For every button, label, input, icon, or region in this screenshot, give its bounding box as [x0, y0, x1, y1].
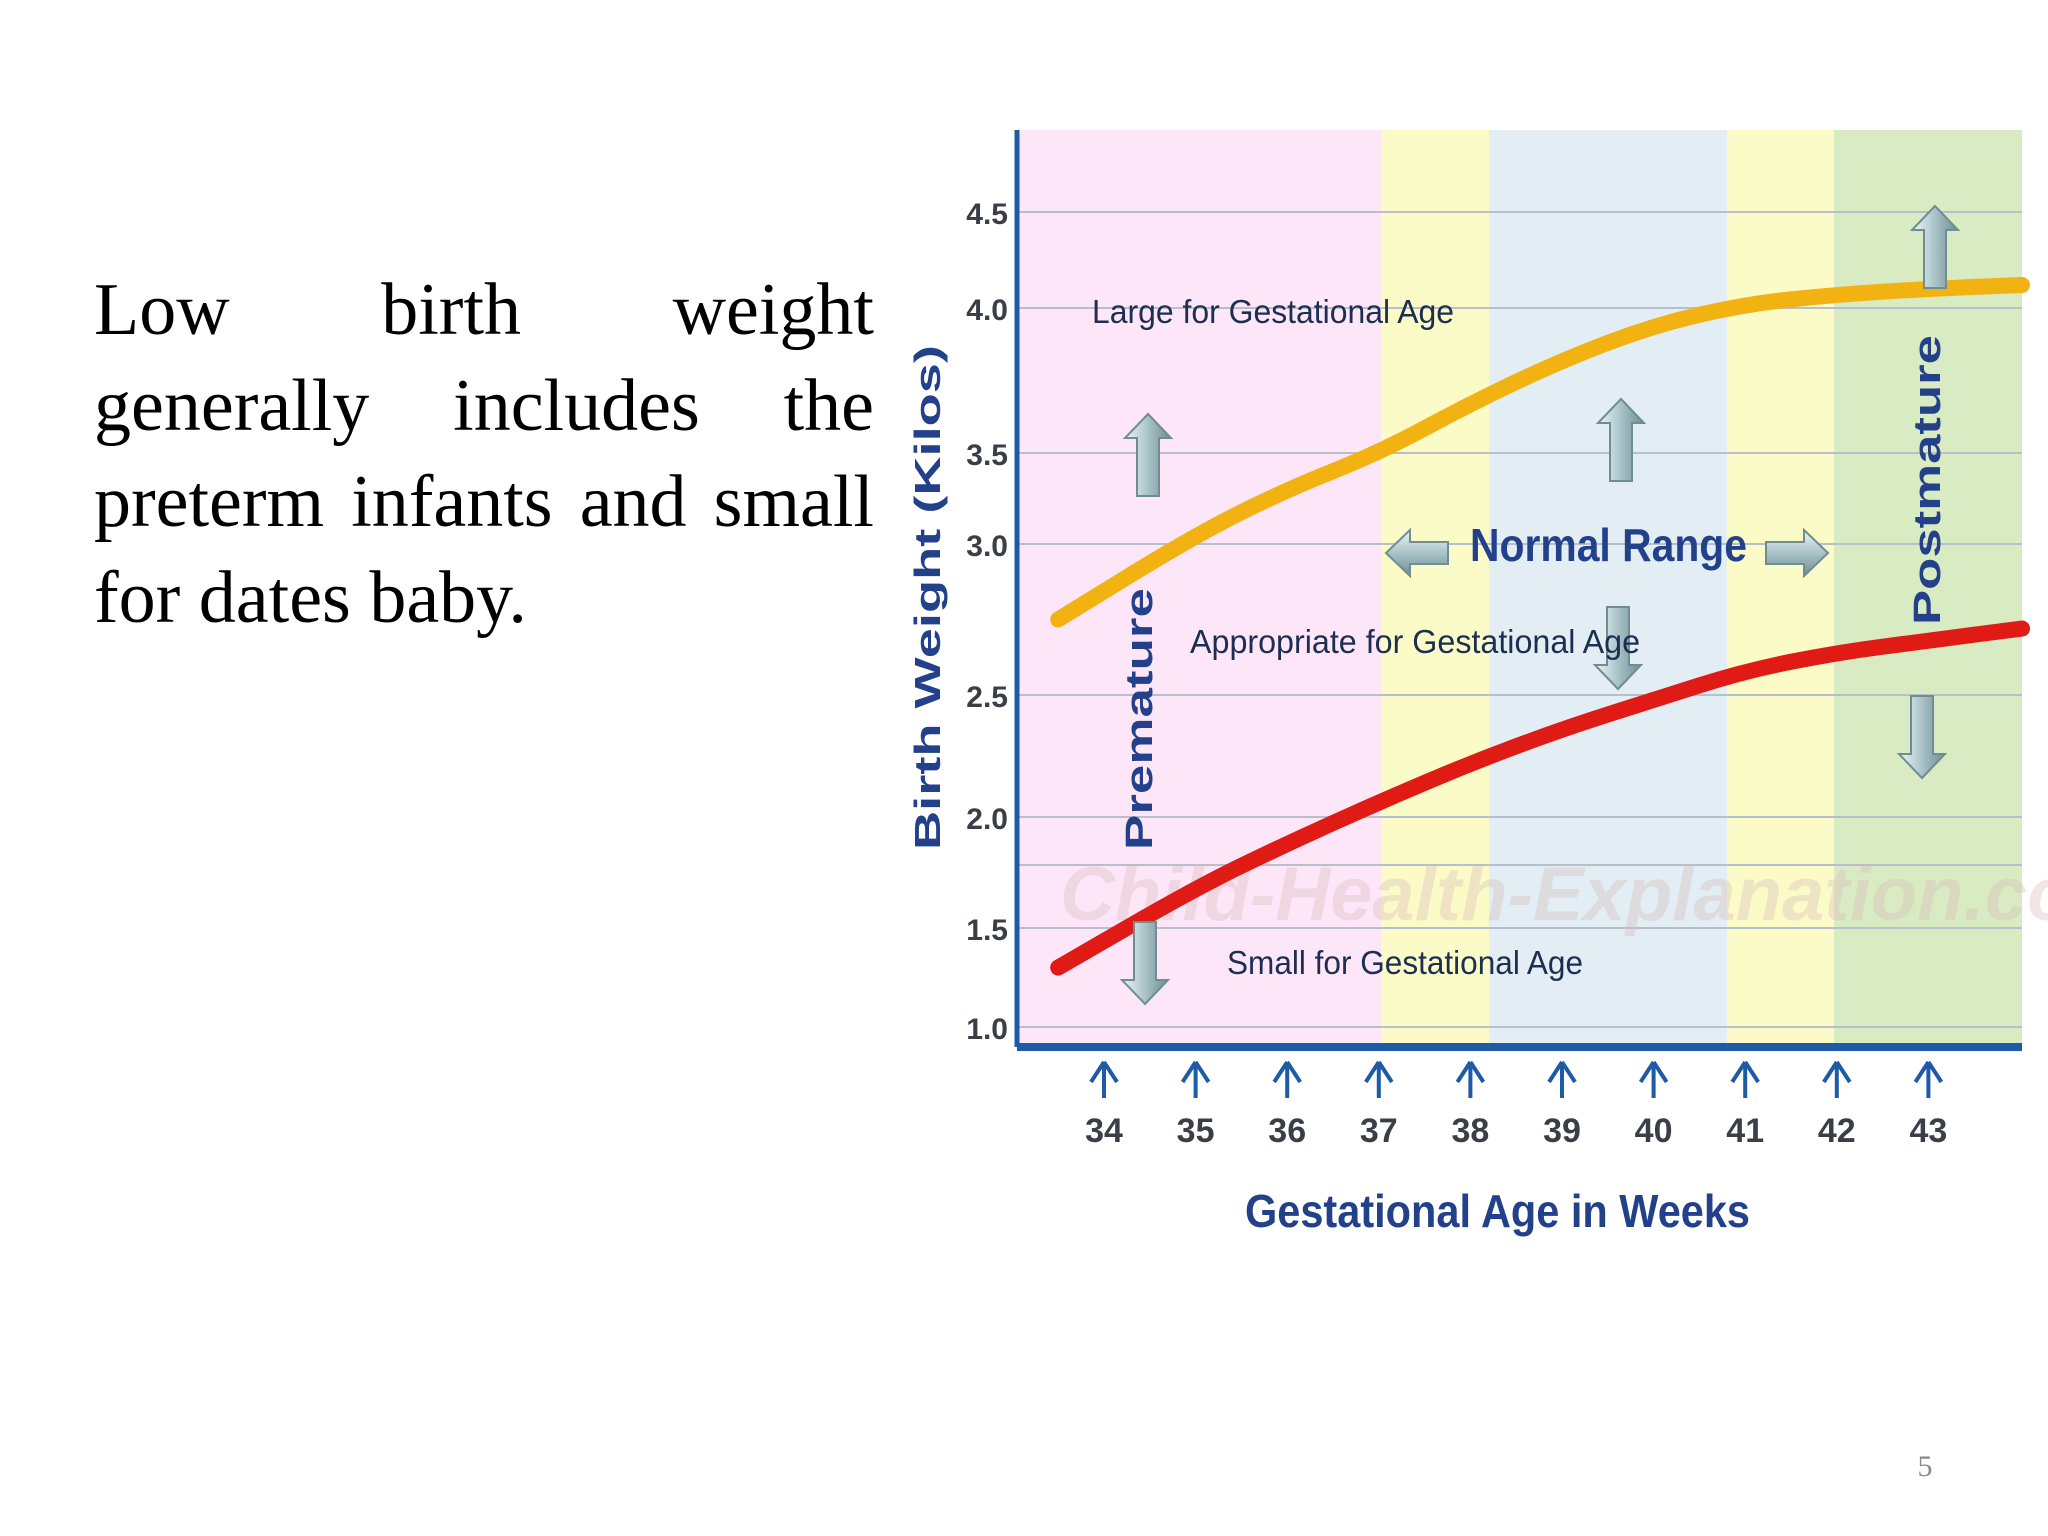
x-tick-arrow	[1638, 1060, 1669, 1098]
x-tick-label: 37	[1360, 1112, 1398, 1150]
y-tick-label: 1.0	[966, 1013, 1008, 1046]
aga-label: Appropriate for Gestational Age	[1190, 623, 1640, 660]
x-tick-arrow	[1455, 1060, 1486, 1098]
normal-range-label: Normal Range	[1470, 519, 1747, 571]
y-axis-label: Birth Weight (Kilos)	[907, 345, 948, 850]
watermark-text: Child-Health-Explanation.com	[1060, 852, 2048, 937]
postmature-label: Postmature	[1907, 335, 1949, 625]
slide-body-text: Low birth weight generally includes the …	[94, 269, 874, 639]
premature-label: Premature	[1119, 588, 1161, 850]
normal-down-arrow-icon	[1592, 606, 1644, 691]
sga-label: Small for Gestational Age	[1227, 944, 1583, 981]
x-axis-label: Gestational Age in Weeks	[1245, 1185, 1750, 1237]
y-tick-label: 1.5	[966, 914, 1008, 947]
x-tick-label: 42	[1818, 1112, 1856, 1150]
y-tick-label: 4.5	[966, 198, 1008, 231]
x-tick-arrow	[1180, 1060, 1211, 1098]
x-tick-label: 36	[1268, 1112, 1306, 1150]
x-tick-arrow	[1364, 1060, 1394, 1098]
postmature-up-arrow-icon	[1909, 204, 1961, 289]
sga-boundary-line	[1050, 620, 2030, 976]
x-tick-label: 38	[1451, 1112, 1489, 1150]
zone-transition-late	[1727, 130, 1834, 1047]
x-tick-label: 39	[1543, 1112, 1581, 1150]
x-tick-label: 34	[1085, 1112, 1123, 1150]
y-tick-label: 4.0	[966, 294, 1008, 327]
zone-normal	[1489, 130, 1727, 1047]
x-tick-label: 35	[1177, 1112, 1215, 1150]
x-tick-arrow	[1272, 1060, 1302, 1098]
page-number: 5	[1917, 1450, 1933, 1483]
x-tick-label: 43	[1909, 1112, 1947, 1150]
y-tick-label: 2.5	[966, 681, 1008, 714]
x-tick-label: 41	[1726, 1112, 1764, 1150]
x-tick-arrow	[1730, 1060, 1760, 1098]
x-tick-arrow	[1089, 1060, 1119, 1098]
x-tick-arrow	[1913, 1060, 1944, 1098]
x-tick-label: 40	[1635, 1112, 1673, 1150]
y-tick-label: 3.5	[966, 439, 1008, 472]
y-tick-label: 2.0	[966, 803, 1008, 836]
normal-up-arrow-icon	[1595, 397, 1647, 482]
y-tick-label: 3.0	[966, 530, 1008, 563]
normal-left-arrow-icon	[1384, 527, 1449, 579]
normal-right-arrow-icon	[1765, 527, 1830, 579]
premature-up-arrow-icon	[1122, 412, 1174, 497]
x-tick-arrow	[1547, 1060, 1577, 1098]
lga-label: Large for Gestational Age	[1092, 293, 1454, 330]
lga-boundary-line	[1050, 276, 2030, 628]
premature-down-arrow-icon	[1119, 921, 1171, 1006]
postmature-down-arrow-icon	[1896, 695, 1948, 780]
zone-transition-early	[1381, 130, 1489, 1047]
x-tick-arrow	[1822, 1060, 1852, 1098]
